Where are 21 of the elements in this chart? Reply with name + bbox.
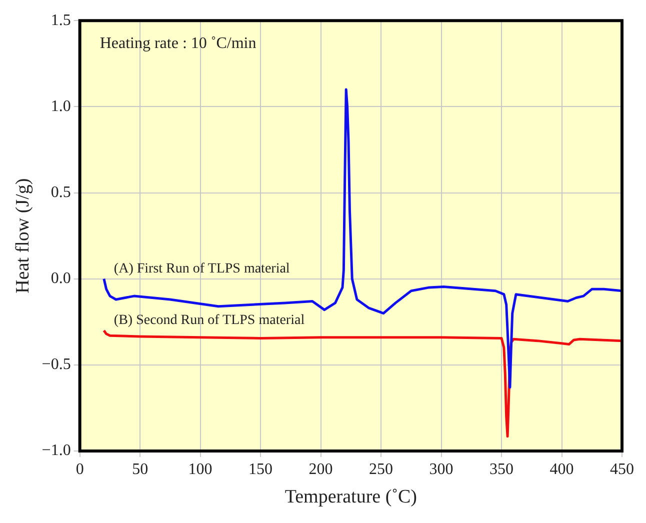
y-tick-label: −0.5 <box>42 356 71 374</box>
x-tick-label: 50 <box>132 460 148 478</box>
series-label: (A) First Run of TLPS material <box>114 262 290 277</box>
y-tick-label: 1.5 <box>50 12 71 29</box>
x-tick-label: 350 <box>490 460 514 478</box>
y-tick-label: 0.0 <box>50 270 71 288</box>
series-label: (B) Second Run of TLPS material <box>114 313 305 328</box>
x-axis-title: Temperature (˚C) <box>284 486 417 508</box>
x-tick-label: 400 <box>550 460 574 478</box>
y-tick-label: 1.0 <box>50 98 71 115</box>
annotation: Heating rate : 10 ˚C/min <box>100 34 256 52</box>
x-tick-label: 300 <box>429 460 454 478</box>
x-tick-label: 100 <box>188 460 212 478</box>
x-tick-label: 450 <box>610 460 634 478</box>
x-tick-label: 0 <box>76 460 84 478</box>
x-tick-label: 200 <box>308 460 333 478</box>
x-tick-label: 250 <box>369 460 394 478</box>
y-tick-label: 0.5 <box>50 184 71 201</box>
y-axis-title: Heat flow (J/g) <box>12 178 34 294</box>
x-tick-label: 150 <box>248 460 273 478</box>
y-tick-label: −1.0 <box>42 442 71 460</box>
